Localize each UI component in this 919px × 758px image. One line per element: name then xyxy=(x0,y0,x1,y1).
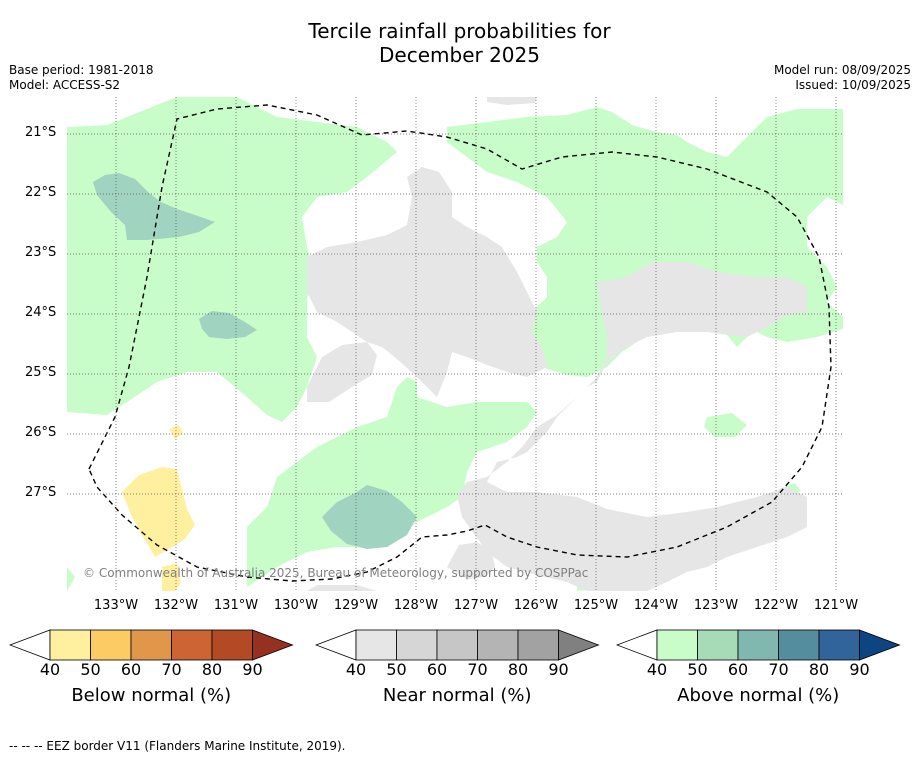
longitude-label: 125°W xyxy=(573,598,619,613)
colorbar-tick: 90 xyxy=(548,660,569,679)
colorbar-tick: 60 xyxy=(426,660,448,679)
colorbar-arrow-right xyxy=(252,629,294,661)
above-region-south xyxy=(247,377,537,587)
colorbar-tick: 40 xyxy=(345,660,367,679)
colorbar-2 xyxy=(315,629,600,661)
longitude-label: 124°W xyxy=(633,598,679,613)
map-canvas xyxy=(67,97,843,591)
colorbar-tick: 80 xyxy=(507,660,529,679)
colorbar-arrow-left xyxy=(9,629,51,661)
colorbar-tick: 40 xyxy=(646,660,668,679)
colorbar-title: Above normal (%) xyxy=(677,685,840,706)
colorbar-3 xyxy=(616,629,901,661)
colorbar-arrow-right xyxy=(558,629,600,661)
latitude-label: 22°S xyxy=(25,185,57,200)
longitude-label: 126°W xyxy=(513,598,559,613)
colorbar-swatch xyxy=(396,629,438,661)
issued-date: Issued: 10/09/2025 xyxy=(795,78,911,92)
colorbar-arrow-right xyxy=(859,629,901,661)
longitude-label: 132°W xyxy=(153,598,199,613)
above-region-west xyxy=(67,97,397,422)
colorbar-swatch xyxy=(355,629,397,661)
colorbar-title: Below normal (%) xyxy=(71,685,232,706)
latitude-label: 21°S xyxy=(25,125,57,140)
model-name: Model: ACCESS-S2 xyxy=(9,78,121,92)
colorbar-swatch xyxy=(737,629,779,661)
meta-right: Model run: 08/09/2025 Issued: 10/09/2025 xyxy=(774,63,911,93)
colorbar-swatch xyxy=(656,629,698,661)
longitude-label: 122°W xyxy=(753,598,799,613)
eez-border xyxy=(88,104,832,582)
near-region-east xyxy=(457,262,807,591)
latitude-label: 25°S xyxy=(25,365,57,380)
colorbar-swatch xyxy=(211,629,253,661)
colorbar-1 xyxy=(9,629,294,661)
colorbar-swatch xyxy=(477,629,519,661)
colorbar-tick: 60 xyxy=(120,660,142,679)
meta-left: Base period: 1981-2018 Model: ACCESS-S2 xyxy=(9,63,154,93)
colorbar-swatch xyxy=(130,629,172,661)
longitude-label: 128°W xyxy=(393,598,439,613)
latitude-label: 26°S xyxy=(25,425,57,440)
near-region-south-blob xyxy=(447,542,495,579)
above-region-sw xyxy=(67,567,75,591)
longitude-label: 129°W xyxy=(333,598,379,613)
colorbar-tick: 80 xyxy=(808,660,830,679)
below-region-main xyxy=(122,467,195,557)
colorbar-tick: 80 xyxy=(201,660,223,679)
above-50-patch-south xyxy=(322,485,417,549)
colorbar-title: Near normal (%) xyxy=(382,685,532,706)
colorbar-swatch xyxy=(436,629,478,661)
near-region-south-west xyxy=(307,585,377,591)
above-region-east-island xyxy=(704,413,747,437)
title-line-2: December 2025 xyxy=(379,43,540,67)
latitude-label: 24°S xyxy=(25,305,57,320)
colorbar-arrow-left xyxy=(616,629,658,661)
longitude-label: 127°W xyxy=(453,598,499,613)
longitude-label: 133°W xyxy=(93,598,139,613)
colorbar-swatch xyxy=(778,629,820,661)
longitude-label: 130°W xyxy=(273,598,319,613)
colorbar-tick: 70 xyxy=(467,660,488,679)
latitude-label: 27°S xyxy=(25,485,57,500)
above-50-patch-center xyxy=(199,311,257,339)
near-region-north-strip xyxy=(487,97,537,105)
below-region-small xyxy=(169,425,183,439)
colorbar-tick: 70 xyxy=(161,660,182,679)
above-50-patch-north xyxy=(93,173,215,240)
colorbar-tick: 60 xyxy=(727,660,749,679)
colorbar-swatch xyxy=(90,629,132,661)
colorbar-tick: 70 xyxy=(768,660,789,679)
colorbar-swatch xyxy=(697,629,739,661)
colorbar-tick: 40 xyxy=(39,660,61,679)
latitude-label: 23°S xyxy=(25,245,57,260)
eez-footer-note: -- -- -- EEZ border V11 (Flanders Marine… xyxy=(9,739,346,753)
longitude-label: 123°W xyxy=(693,598,739,613)
colorbar-tick: 50 xyxy=(687,660,708,679)
near-region-west-blob xyxy=(307,342,377,402)
colorbar-tick: 90 xyxy=(849,660,870,679)
colorbar-swatch xyxy=(171,629,213,661)
near-normal-regions xyxy=(307,97,807,591)
colorbar-tick: 50 xyxy=(80,660,101,679)
above-50-regions xyxy=(93,173,417,549)
colorbar-swatch xyxy=(517,629,559,661)
grid-lines xyxy=(67,97,843,591)
base-period: Base period: 1981-2018 xyxy=(9,63,154,77)
map-title: Tercile rainfall probabilities for Decem… xyxy=(0,19,919,67)
map-area[interactable]: © Commonwealth of Australia 2025, Bureau… xyxy=(67,97,843,591)
colorbar-tick: 90 xyxy=(242,660,263,679)
colorbar-swatch xyxy=(818,629,860,661)
near-region-central xyxy=(307,167,547,397)
title-line-1: Tercile rainfall probabilities for xyxy=(308,19,611,43)
colorbar-arrow-left xyxy=(315,629,357,661)
colorbar-tick: 50 xyxy=(386,660,407,679)
model-run: Model run: 08/09/2025 xyxy=(773,63,911,77)
copyright-text: © Commonwealth of Australia 2025, Bureau… xyxy=(83,566,589,580)
colorbar-swatch xyxy=(49,629,91,661)
longitude-label: 121°W xyxy=(813,598,859,613)
longitude-label: 131°W xyxy=(213,598,259,613)
